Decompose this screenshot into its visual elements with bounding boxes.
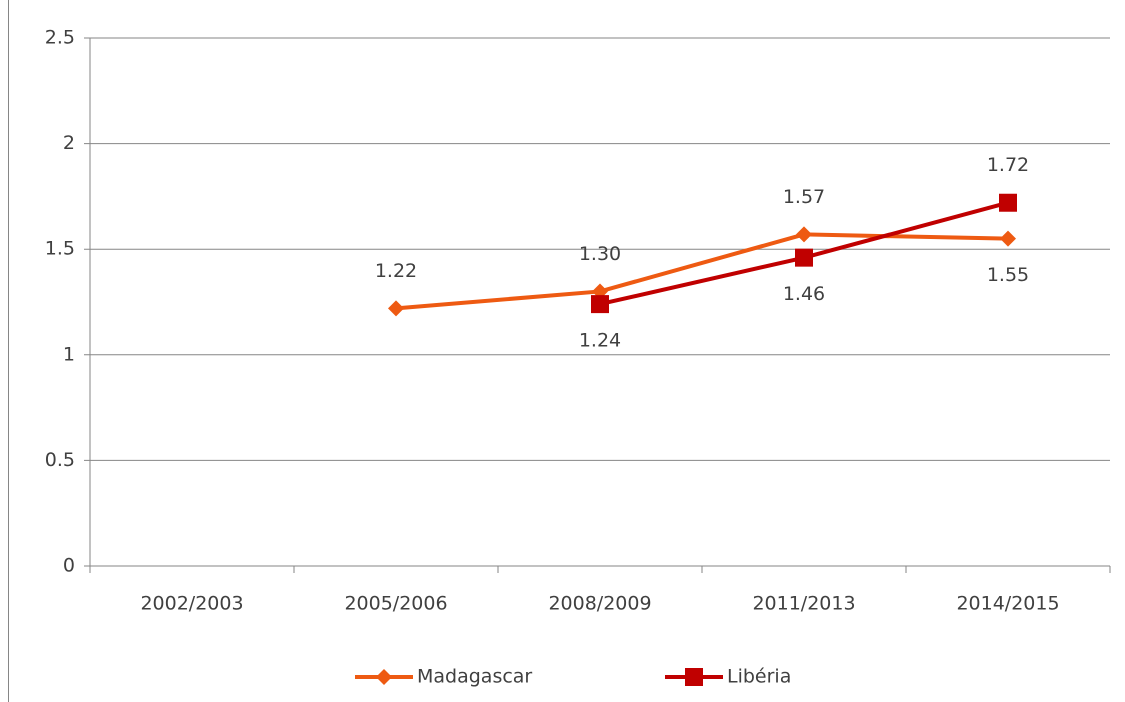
data-label: 1.24 — [579, 330, 621, 352]
x-tick-label: 2008/2009 — [548, 593, 651, 615]
x-tick-label: 2005/2006 — [344, 593, 447, 615]
marker — [795, 248, 813, 267]
legend-label: Madagascar — [417, 666, 532, 688]
x-tick-label: 2002/2003 — [140, 593, 243, 615]
marker — [591, 295, 609, 314]
x-tick-label: 2014/2015 — [956, 593, 1059, 615]
data-label: 1.22 — [375, 260, 417, 282]
y-tick-label: 1 — [63, 343, 75, 365]
marker — [685, 668, 703, 686]
marker — [388, 300, 404, 317]
y-tick-label: 2.5 — [45, 27, 75, 49]
y-tick-label: 0 — [63, 555, 75, 577]
marker — [796, 226, 812, 243]
marker — [999, 193, 1017, 212]
marker — [1000, 230, 1016, 247]
legend-label: Libéria — [727, 666, 791, 688]
data-label: 1.55 — [987, 264, 1029, 286]
data-label: 1.30 — [579, 243, 621, 265]
series-line — [395, 232, 1009, 311]
y-tick-label: 2 — [63, 132, 75, 154]
y-tick-label: 1.5 — [45, 238, 75, 260]
data-label: 1.57 — [783, 186, 825, 208]
marker — [376, 669, 392, 685]
x-tick-label: 2011/2013 — [752, 593, 855, 615]
y-tick-label: 0.5 — [45, 449, 75, 471]
data-label: 1.72 — [987, 154, 1029, 176]
data-label: 1.46 — [783, 283, 825, 305]
